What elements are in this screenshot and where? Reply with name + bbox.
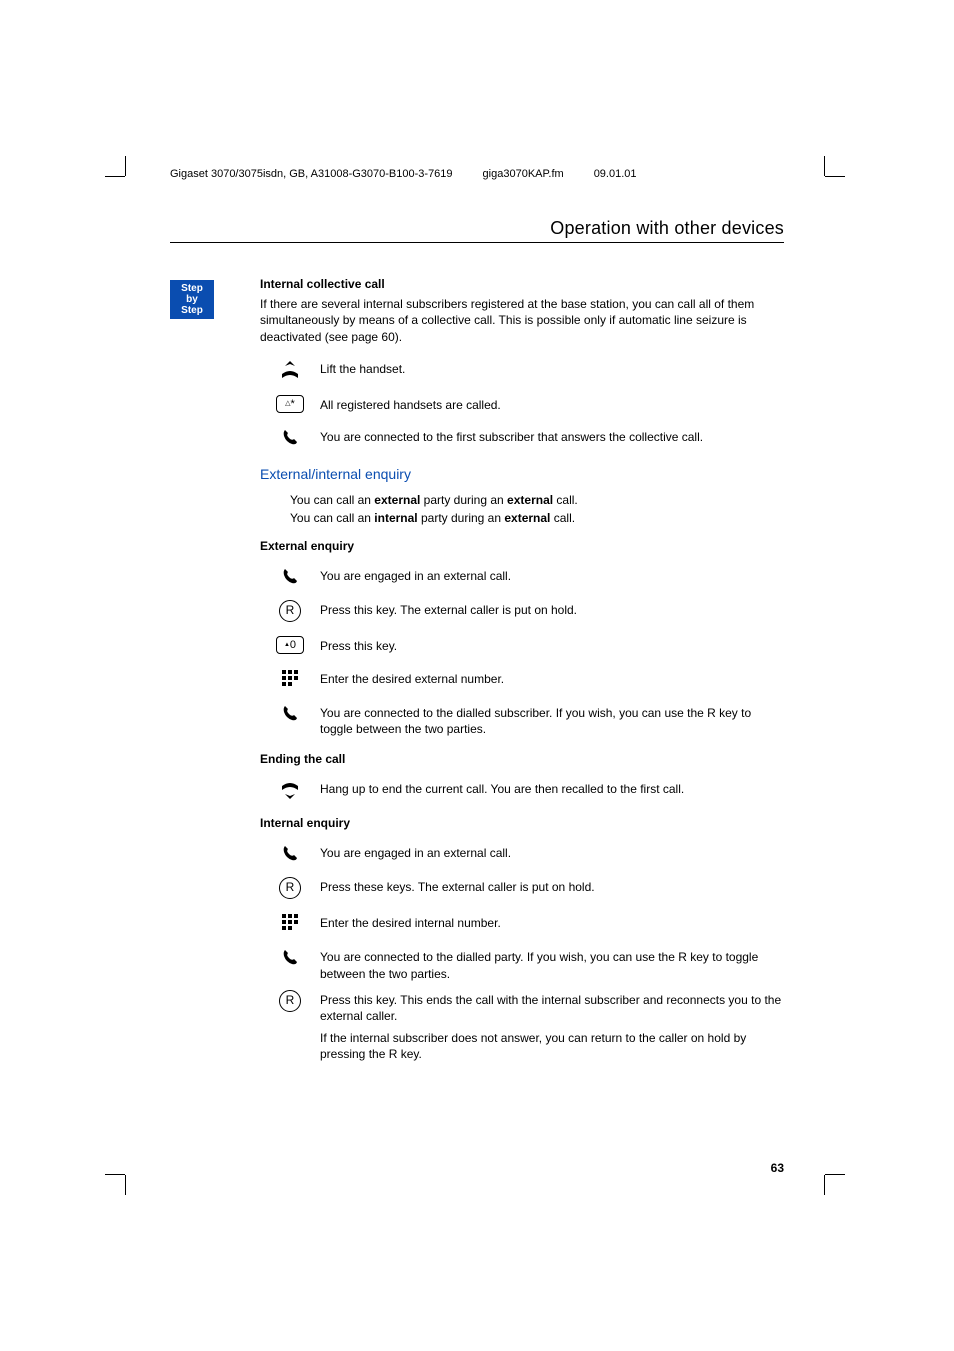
s2-l1: You can call an external party during an… — [290, 492, 784, 508]
step-l3: Step — [170, 305, 214, 316]
header-doc-id: Gigaset 3070/3075isdn, GB, A31008-G3070-… — [170, 168, 453, 180]
s2-heading: External/internal enquiry — [260, 465, 784, 484]
s5-r3: Enter the desired internal number. — [320, 913, 784, 931]
s3-row2: R Press this key. The external caller is… — [260, 600, 784, 622]
handset-icon — [260, 703, 320, 723]
s5-r4: You are connected to the dialled party. … — [320, 947, 784, 981]
step-l1: Step — [170, 283, 214, 294]
star-key-icon: △* — [260, 395, 320, 413]
keypad-icon — [260, 669, 320, 689]
header-line: Gigaset 3070/3075isdn, GB, A31008-G3070-… — [170, 168, 637, 180]
r-key-icon: R — [260, 600, 320, 622]
s5-row3: Enter the desired internal number. — [260, 913, 784, 933]
keypad-icon — [260, 913, 320, 933]
header-date: 09.01.01 — [594, 168, 637, 180]
handset-icon — [260, 427, 320, 447]
s3-r1: You are engaged in an external call. — [320, 566, 784, 584]
s5-r2: Press these keys. The external caller is… — [320, 877, 784, 895]
s5-row2: R Press these keys. The external caller … — [260, 877, 784, 899]
s1-row2: △* All registered handsets are called. — [260, 395, 784, 413]
step-l2: by — [170, 294, 214, 305]
s1-r1: Lift the handset. — [320, 359, 784, 377]
s1-row1: Lift the handset. — [260, 359, 784, 381]
s4-title: Ending the call — [260, 751, 784, 767]
divider — [170, 242, 784, 243]
s3-r5: You are connected to the dialled subscri… — [320, 703, 784, 737]
s3-title: External enquiry — [260, 538, 784, 554]
key-r: R — [279, 600, 301, 622]
s3-row5: You are connected to the dialled subscri… — [260, 703, 784, 737]
key-r: R — [279, 990, 301, 1012]
s5-r5b: If the internal subscriber does not answ… — [320, 1028, 784, 1062]
s5-r5a: Press this key. This ends the call with … — [320, 990, 784, 1024]
s5-row1: You are engaged in an external call. — [260, 843, 784, 863]
s5-row4: You are connected to the dialled party. … — [260, 947, 784, 981]
s3-r2: Press this key. The external caller is p… — [320, 600, 784, 618]
r-key-icon: R — [260, 990, 320, 1012]
s4-r1: Hang up to end the current call. You are… — [320, 779, 784, 797]
lift-handset-icon — [260, 359, 320, 381]
key-r: R — [279, 877, 301, 899]
hangup-icon — [260, 779, 320, 801]
s2-l2: You can call an internal party during an… — [290, 510, 784, 526]
r-key-icon: R — [260, 877, 320, 899]
section-title: Operation with other devices — [550, 218, 784, 239]
s1-row3: You are connected to the first subscribe… — [260, 427, 784, 447]
s3-r3: Press this key. — [320, 636, 784, 654]
step-box: Step by Step — [170, 280, 214, 319]
s5-title: Internal enquiry — [260, 815, 784, 831]
s5-r1: You are engaged in an external call. — [320, 843, 784, 861]
zero-key-icon: ▲0 — [260, 636, 320, 654]
key-star: △* — [276, 395, 304, 413]
s5-row5b: If the internal subscriber does not answ… — [260, 1028, 784, 1062]
s3-row1: You are engaged in an external call. — [260, 566, 784, 586]
s1-r3: You are connected to the first subscribe… — [320, 427, 784, 445]
s3-row3: ▲0 Press this key. — [260, 636, 784, 654]
handset-icon — [260, 566, 320, 586]
s3-row4: Enter the desired external number. — [260, 669, 784, 689]
key-zero: ▲0 — [276, 636, 304, 654]
handset-icon — [260, 947, 320, 967]
s3-r4: Enter the desired external number. — [320, 669, 784, 687]
s4-row1: Hang up to end the current call. You are… — [260, 779, 784, 801]
handset-icon — [260, 843, 320, 863]
s1-title: Internal collective call — [260, 276, 784, 292]
s1-intro: If there are several internal subscriber… — [260, 296, 784, 345]
header-file: giga3070KAP.fm — [483, 168, 564, 180]
content: Internal collective call If there are se… — [260, 276, 784, 1076]
s5-row5: R Press this key. This ends the call wit… — [260, 990, 784, 1024]
s1-r2: All registered handsets are called. — [320, 395, 784, 413]
page-number: 63 — [771, 1161, 784, 1175]
